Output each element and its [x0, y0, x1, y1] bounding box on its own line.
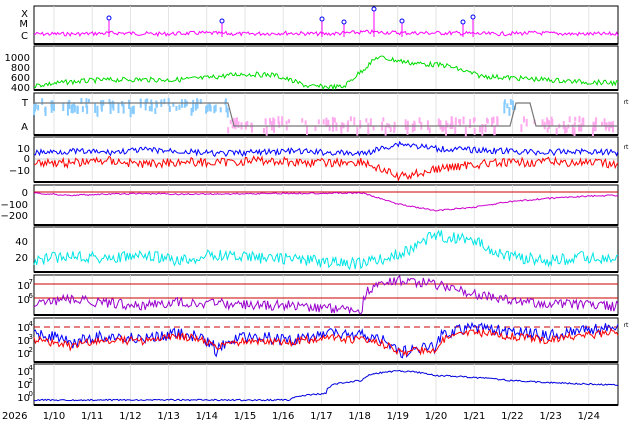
tick-label: 10 — [17, 393, 30, 404]
tick-label: 40 — [15, 237, 28, 248]
x-tick-label: 1/24 — [578, 411, 600, 422]
tick-label: C — [21, 31, 28, 42]
imf-bz-line — [33, 155, 619, 182]
tick-label: 6 — [29, 292, 34, 300]
tick-label: 7 — [29, 278, 33, 286]
x-tick-label: 1/19 — [387, 411, 409, 422]
panel-frame — [33, 136, 619, 183]
panel-frame — [33, 5, 619, 45]
tick-label: A — [21, 122, 28, 133]
tick-label: 2 — [29, 346, 33, 354]
tick-label: −100 — [1, 200, 28, 211]
panel-frame — [33, 317, 619, 363]
tick-label: 3 — [29, 333, 33, 341]
tick-label: 10 — [17, 144, 30, 155]
kp-line — [33, 229, 619, 271]
xray-flux-line — [33, 29, 619, 38]
tick-label: 4 — [29, 320, 34, 328]
x-tick-label: 1/17 — [310, 411, 332, 422]
panel-frame — [33, 184, 619, 226]
tick-label: 10 — [17, 380, 30, 391]
tick-label: 800 — [11, 63, 30, 74]
flare-marker — [219, 18, 225, 24]
panel-frame — [33, 226, 619, 273]
tick-label: 400 — [11, 83, 30, 94]
flare-marker — [106, 15, 112, 21]
flare-marker — [399, 18, 405, 24]
high-energy-line — [34, 369, 619, 402]
flare-marker — [341, 19, 347, 25]
x-tick-label: 1/20 — [425, 411, 447, 422]
tick-label: 10 — [17, 336, 30, 347]
rt-marker: rt — [624, 322, 629, 329]
polarity-line — [34, 102, 618, 127]
x-tick-label: 1/23 — [539, 411, 561, 422]
tick-label: −200 — [1, 211, 28, 222]
flare-marker — [470, 14, 476, 20]
x-tick-label: 1/11 — [81, 411, 103, 422]
x-tick-label: 1/18 — [348, 411, 370, 422]
tick-label: 600 — [11, 73, 30, 84]
x-tick-label: 1/16 — [272, 411, 294, 422]
tick-label: 0 — [24, 154, 30, 165]
x-tick-label: 1/22 — [501, 411, 523, 422]
tick-label: M — [19, 19, 28, 30]
tick-label: 0 — [29, 390, 33, 398]
panel-frame — [33, 92, 619, 136]
x-tick-label: 1/10 — [43, 411, 65, 422]
speed-line — [33, 55, 619, 91]
panel-frame — [33, 363, 619, 406]
tick-label: 0 — [22, 188, 28, 199]
tick-label: 20 — [15, 253, 28, 264]
x-tick-label: 1/15 — [234, 411, 256, 422]
tick-label: 10 — [17, 349, 30, 360]
year-label: 2026 — [2, 411, 27, 422]
tick-label: 10 — [17, 367, 30, 378]
imf-bt-line — [33, 140, 619, 158]
electron-high-line — [33, 321, 619, 359]
panel-frame — [33, 45, 619, 91]
tick-label: 10 — [17, 323, 30, 334]
rt-marker: rt — [624, 99, 629, 106]
x-tick-label: 1/21 — [463, 411, 485, 422]
flare-marker — [319, 16, 325, 22]
tick-label: 10 — [17, 295, 30, 306]
tick-label: 10 — [17, 281, 30, 292]
tick-label: 1000 — [5, 53, 30, 64]
flare-marker — [371, 6, 377, 12]
flare-marker — [460, 19, 466, 25]
panel-frame — [33, 274, 619, 316]
x-tick-label: 1/13 — [157, 411, 179, 422]
tick-label: 4 — [29, 364, 34, 372]
rt-marker: rt — [624, 144, 629, 151]
tick-label: X — [21, 9, 28, 20]
proton-line — [33, 275, 619, 315]
x-tick-label: 1/12 — [119, 411, 141, 422]
electron-low-line — [33, 327, 619, 357]
tick-label: T — [21, 98, 29, 109]
x-tick-label: 1/14 — [196, 411, 218, 422]
tick-label: −10 — [9, 166, 30, 177]
tick-label: 2 — [29, 377, 33, 385]
dst-line — [33, 191, 619, 212]
